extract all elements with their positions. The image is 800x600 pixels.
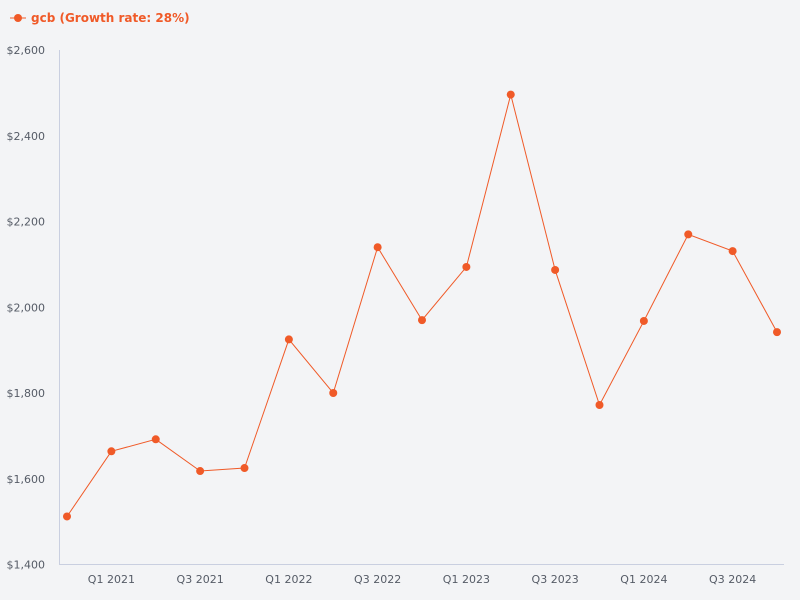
- legend[interactable]: gcb (Growth rate: 28%): [10, 11, 190, 25]
- data-point[interactable]: [773, 328, 781, 337]
- data-point[interactable]: [595, 401, 604, 410]
- data-point[interactable]: [107, 447, 116, 456]
- x-tick-label: Q3 2024: [709, 573, 756, 586]
- x-tick-label: Q1 2022: [265, 573, 312, 586]
- y-tick-label: $1,600: [7, 473, 46, 486]
- series-points-gcb: [63, 90, 781, 521]
- y-tick-label: $2,200: [7, 216, 46, 229]
- x-tick-label: Q1 2021: [88, 573, 135, 586]
- legend-label: gcb (Growth rate: 28%): [31, 11, 190, 25]
- legend-swatch-marker: [14, 14, 22, 22]
- data-point[interactable]: [240, 464, 249, 473]
- x-tick-label: Q1 2023: [443, 573, 490, 586]
- data-point[interactable]: [684, 230, 693, 239]
- data-point[interactable]: [373, 243, 382, 252]
- x-tick-label: Q3 2021: [177, 573, 224, 586]
- data-point[interactable]: [151, 435, 160, 444]
- y-tick-label: $1,800: [7, 387, 46, 400]
- data-point[interactable]: [63, 512, 71, 521]
- data-point[interactable]: [462, 262, 471, 271]
- data-point[interactable]: [329, 389, 338, 397]
- data-point[interactable]: [284, 335, 293, 344]
- y-axis-ticks: $1,400 $1,600 $1,800 $2,000 $2,200 $2,400 $2,6…: [7, 44, 46, 572]
- x-axis-ticks: Q1 2021 Q3 2021 Q1 2022 Q3 2022 Q1 2023 Q3 20…: [88, 573, 756, 586]
- data-point[interactable]: [506, 90, 515, 99]
- data-point[interactable]: [639, 316, 648, 325]
- y-tick-label: $2,400: [7, 130, 46, 143]
- data-point[interactable]: [418, 316, 426, 325]
- y-tick-label: $2,000: [7, 301, 46, 314]
- data-point[interactable]: [728, 247, 737, 256]
- x-tick-label: Q1 2024: [620, 573, 667, 586]
- y-tick-label: $1,400: [7, 559, 46, 572]
- x-tick-label: Q3 2022: [354, 573, 401, 586]
- data-point[interactable]: [196, 467, 205, 476]
- y-tick-label: $2,600: [7, 44, 46, 57]
- series-line-gcb: [66, 94, 778, 517]
- data-point[interactable]: [551, 265, 560, 274]
- x-tick-label: Q3 2023: [532, 573, 579, 586]
